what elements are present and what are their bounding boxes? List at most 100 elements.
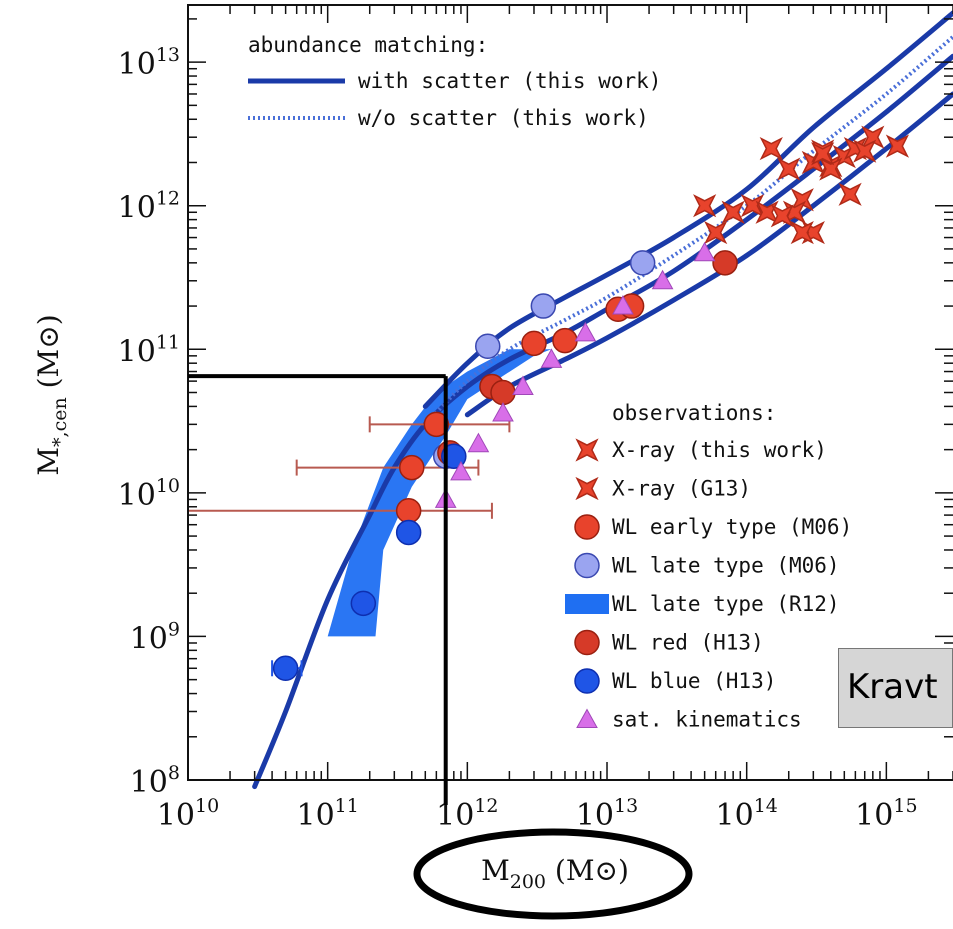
series-9-point-0 xyxy=(272,655,299,682)
series-10-point-3 xyxy=(492,401,514,422)
ytick-label-2-exp: 10 xyxy=(156,475,180,497)
xtick-label-1-exp: 11 xyxy=(335,795,359,817)
series-6-point-4 xyxy=(423,411,450,438)
series-5-point-8 xyxy=(838,182,862,206)
series-7-point-0 xyxy=(475,333,501,359)
xtick-label-4-exp: 14 xyxy=(754,795,778,817)
legend-obs-marker-7 xyxy=(576,708,598,728)
series-5-point-9 xyxy=(853,139,877,163)
legend-obs-marker-0 xyxy=(575,438,599,462)
series-7-point-2 xyxy=(629,250,656,276)
ytick-label-2-base: 10 xyxy=(118,478,156,513)
y-axis-title-part-1: *,cen xyxy=(49,397,71,447)
ytick-label-4-base: 10 xyxy=(118,191,156,226)
y-axis-title: M*,cen (M⊙) xyxy=(32,314,71,475)
x-axis-title-part-1: 200 xyxy=(510,871,546,893)
xtick-label-5-base: 10 xyxy=(855,798,893,833)
legend-obs-label-1: X-ray (G13) xyxy=(612,477,751,501)
series-8-point-2 xyxy=(712,250,738,276)
axis-ticks xyxy=(187,5,953,781)
ytick-label-2: 1010 xyxy=(118,475,180,513)
series-10-point-8 xyxy=(651,269,674,290)
legend-obs-marker-3 xyxy=(574,552,600,579)
series-5-point-5 xyxy=(770,204,794,228)
legend-obs-label-0: X-ray (this work) xyxy=(612,438,827,462)
series-0-line xyxy=(252,53,953,790)
annotations xyxy=(188,374,693,920)
ytick-label-3: 1011 xyxy=(118,331,180,369)
legend-obs-label-5: WL red (H13) xyxy=(612,631,764,655)
xtick-label-1: 1011 xyxy=(296,795,358,833)
series-10-point-2 xyxy=(467,432,490,453)
legend: abundance matching: with scatter (this wo… xyxy=(248,33,852,732)
legend-obs-label-6: WL blue (H13) xyxy=(612,669,776,693)
series-9-point-3 xyxy=(441,443,467,469)
legend-obs-header: observations: xyxy=(612,401,776,425)
xtick-label-4: 1014 xyxy=(716,795,778,833)
series-10-point-7 xyxy=(612,295,634,315)
ytick-label-0-base: 10 xyxy=(130,765,168,800)
series-6-point-6 xyxy=(395,498,422,524)
xtick-label-3-base: 10 xyxy=(576,798,614,833)
y-axis-title-part-2: (M⊙) xyxy=(32,314,65,397)
series-4-point-1 xyxy=(777,157,801,181)
series-4-point-0 xyxy=(759,136,783,161)
ytick-label-1-base: 10 xyxy=(130,621,168,656)
series-5-point-1 xyxy=(704,220,728,245)
ytick-label-5-base: 10 xyxy=(118,47,156,82)
legend-obs-marker-2 xyxy=(574,514,600,540)
xtick-label-3-exp: 13 xyxy=(614,795,638,817)
x-axis-title-ellipse xyxy=(413,828,693,920)
legend-obs-label-3: WL late type (M06) xyxy=(612,554,840,578)
tick-labels: 1010 1011 1012 1013 1014 10151081091010101110… xyxy=(118,44,918,833)
legend-top-label-1: w/o scatter (this work) xyxy=(358,106,649,130)
xtick-label-0-exp: 10 xyxy=(195,795,219,817)
ytick-label-4-exp: 12 xyxy=(156,188,180,210)
series-9-point-2 xyxy=(395,519,422,546)
series-5-point-0 xyxy=(693,194,717,218)
series-5-point-7 xyxy=(811,142,835,166)
series-4-point-9 xyxy=(885,134,910,158)
legend-obs-marker-4 xyxy=(565,594,609,614)
ytick-label-3-exp: 11 xyxy=(156,331,180,353)
xtick-label-2-base: 10 xyxy=(436,798,474,833)
y-axis-title-group: M*,cen (M⊙) xyxy=(32,314,71,475)
ytick-label-5: 1013 xyxy=(118,44,180,82)
xtick-label-5: 1015 xyxy=(855,795,917,833)
series-7-point-1 xyxy=(530,293,557,319)
overlay-citation-label: Kravt xyxy=(838,648,953,728)
series-10-point-9 xyxy=(693,241,716,262)
axis-titles: M200 (M⊙)M*,cen (M⊙) xyxy=(32,314,629,893)
ytick-label-1-exp: 9 xyxy=(168,618,180,640)
series-10-point-6 xyxy=(574,321,597,342)
xtick-label-2: 1012 xyxy=(436,795,498,833)
series-10-point-5 xyxy=(540,348,563,368)
series-6-point-1 xyxy=(552,327,578,354)
x-axis-title: M200 (M⊙) xyxy=(481,854,629,893)
data-points xyxy=(272,125,910,682)
legend-top-label-0: with scatter (this work) xyxy=(358,69,661,93)
series-5-point-6 xyxy=(790,220,814,245)
series-10-point-4 xyxy=(512,375,534,396)
legend-obs-marker-5 xyxy=(574,629,600,656)
xtick-label-0: 1010 xyxy=(157,795,219,833)
legend-top-header: abundance matching: xyxy=(248,33,488,57)
xtick-label-0-base: 10 xyxy=(157,798,195,833)
series-5-point-2 xyxy=(721,200,745,224)
xtick-label-4-base: 10 xyxy=(716,798,754,833)
ytick-label-1: 109 xyxy=(130,618,180,656)
ytick-label-0-exp: 8 xyxy=(168,762,180,784)
ytick-label-5-exp: 13 xyxy=(156,44,180,66)
legend-obs-label-4: WL late type (R12) xyxy=(612,592,840,616)
series-8-point-1 xyxy=(490,379,516,406)
ytick-label-3-base: 10 xyxy=(118,334,156,369)
x-axis-title-part-2: (M⊙) xyxy=(546,854,629,887)
legend-obs-marker-6 xyxy=(574,668,600,694)
series-3-dotted-line xyxy=(423,35,953,426)
y-axis-title-part-0: M xyxy=(32,447,65,476)
ytick-label-0: 108 xyxy=(130,762,180,800)
xtick-label-5-exp: 15 xyxy=(893,795,917,817)
xtick-label-2-exp: 12 xyxy=(474,795,498,817)
legend-obs-label-2: WL early type (M06) xyxy=(612,515,852,539)
